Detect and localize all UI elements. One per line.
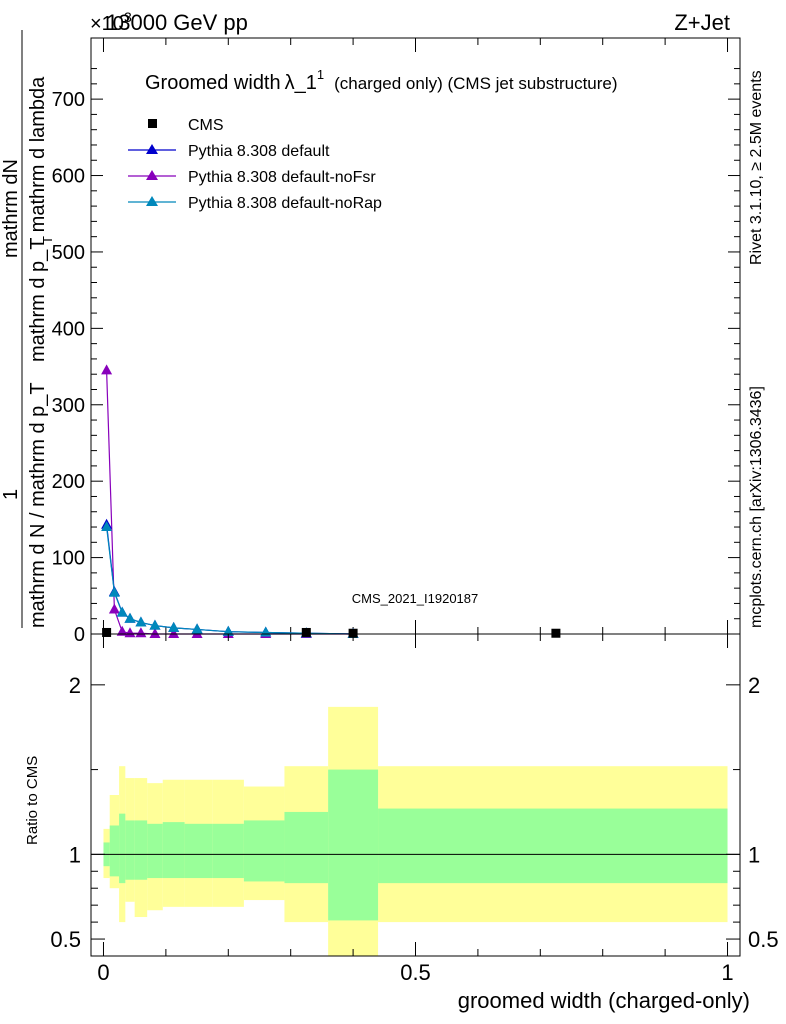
main-series [101,364,561,638]
legend-label-cms: CMS [188,117,224,134]
x-axis-label: groomed width (charged-only) [458,988,750,1013]
data-point [348,628,358,638]
ratio-band-inner [328,769,379,921]
data-point [124,627,136,638]
legend-label-nofsr: Pythia 8.308 default-noFsr [188,169,376,186]
ratio-band-inner [212,823,244,879]
legend-marker-cms [148,119,157,128]
energy-label: 13000 GeV pp [106,10,248,35]
main-plot: 0 100 200 300 400 500 600 700 [52,37,741,646]
data-point [168,621,180,632]
exponent-label: ×103 [90,9,132,35]
ratio-band-inner [147,823,163,879]
data-point [260,626,272,637]
data-point [124,612,136,623]
data-point [222,625,234,636]
y-tick-label: 100 [52,548,85,570]
legend-label-norap: Pythia 8.308 default-noRap [188,195,382,212]
ratio-band-inner [184,823,213,879]
ratio-band-inner [109,825,120,877]
ratio-band-inner [243,820,285,882]
ratio-frame [90,633,741,957]
ratio-band-inner [378,808,728,884]
x-tick-label: 0.5 [400,960,431,985]
ylabel-denominator: mathrm d p_T mathrm d lambda [27,76,49,362]
mcplots-label: mcplots.cern.ch [arXiv:1306.3436] [748,386,765,628]
series-line [106,524,354,635]
ratio-y-tick-label: 0.5 [748,927,779,952]
data-point [135,616,147,627]
legend-marker-default [146,144,158,154]
process-label: Z+Jet [674,10,730,35]
series-line [106,370,354,635]
ratio-band-inner [162,822,185,879]
legend-marker-norap [146,196,158,206]
ratio-band-inner [284,811,329,884]
data-point [108,586,120,597]
ratio-y-tick-label: 2 [748,673,760,698]
data-point [135,627,147,638]
legend-label-default: Pythia 8.308 default [188,143,330,160]
ratio-band-inner [125,820,135,880]
data-point [149,619,161,630]
y-tick-label: 400 [52,318,85,340]
ratio-axes: 0.5 0.5 1 1 2 2 0 0.5 1 [50,634,779,985]
data-point [102,627,112,637]
main-y-axis: 0 100 200 300 400 500 600 700 [52,38,740,646]
y-tick-label: 500 [52,242,85,264]
y-tick-label: 300 [52,395,85,417]
y-tick-label: 600 [52,166,85,188]
data-point [101,521,113,532]
main-y-label: 1 mathrm d N / mathrm d p_T mathrm dN ma… [0,30,55,628]
data-point [168,628,180,638]
ratio-y-label: Ratio to CMS [24,756,41,845]
ylabel-outer-denominator: mathrm d N / mathrm d p_T [27,382,49,628]
data-point [191,623,203,634]
rivet-label: Rivet 3.1.10, ≥ 2.5M events [748,70,765,265]
data-point [551,628,561,638]
data-point [116,606,128,617]
data-point [301,627,311,637]
series-line [106,526,354,635]
ylabel-numerator: mathrm dN [0,159,22,258]
y-tick-label: 0 [74,624,85,646]
legend-marker-nofsr [146,170,158,180]
ylabel-one: 1 [0,489,22,500]
x-tick-label: 0 [97,960,109,985]
ratio-plot: 0.5 0.5 1 1 2 2 0 0.5 1 [50,633,779,985]
ratio-band-inner [134,820,148,880]
data-point [108,603,120,614]
data-point [101,364,113,375]
x-tick-label: 1 [721,960,733,985]
data-point [116,625,128,636]
ratio-band-inner [119,813,126,884]
analysis-watermark: CMS_2021_I1920187 [352,591,479,606]
ratio-y-tick-label: 0.5 [50,927,81,952]
ylabel-subscript: T [40,236,55,244]
legend: CMS Pythia 8.308 default Pythia 8.308 de… [128,117,382,212]
y-tick-label: 700 [52,89,85,111]
data-point [149,628,161,638]
ratio-bands [103,706,728,956]
ratio-y-tick-label: 2 [69,673,81,698]
ratio-y-tick-label: 1 [748,842,760,867]
y-tick-label: 200 [52,471,85,493]
plot-title: Groomed width λ_11 (charged only) (CMS jet… [145,67,618,94]
ratio-y-tick-label: 1 [69,842,81,867]
